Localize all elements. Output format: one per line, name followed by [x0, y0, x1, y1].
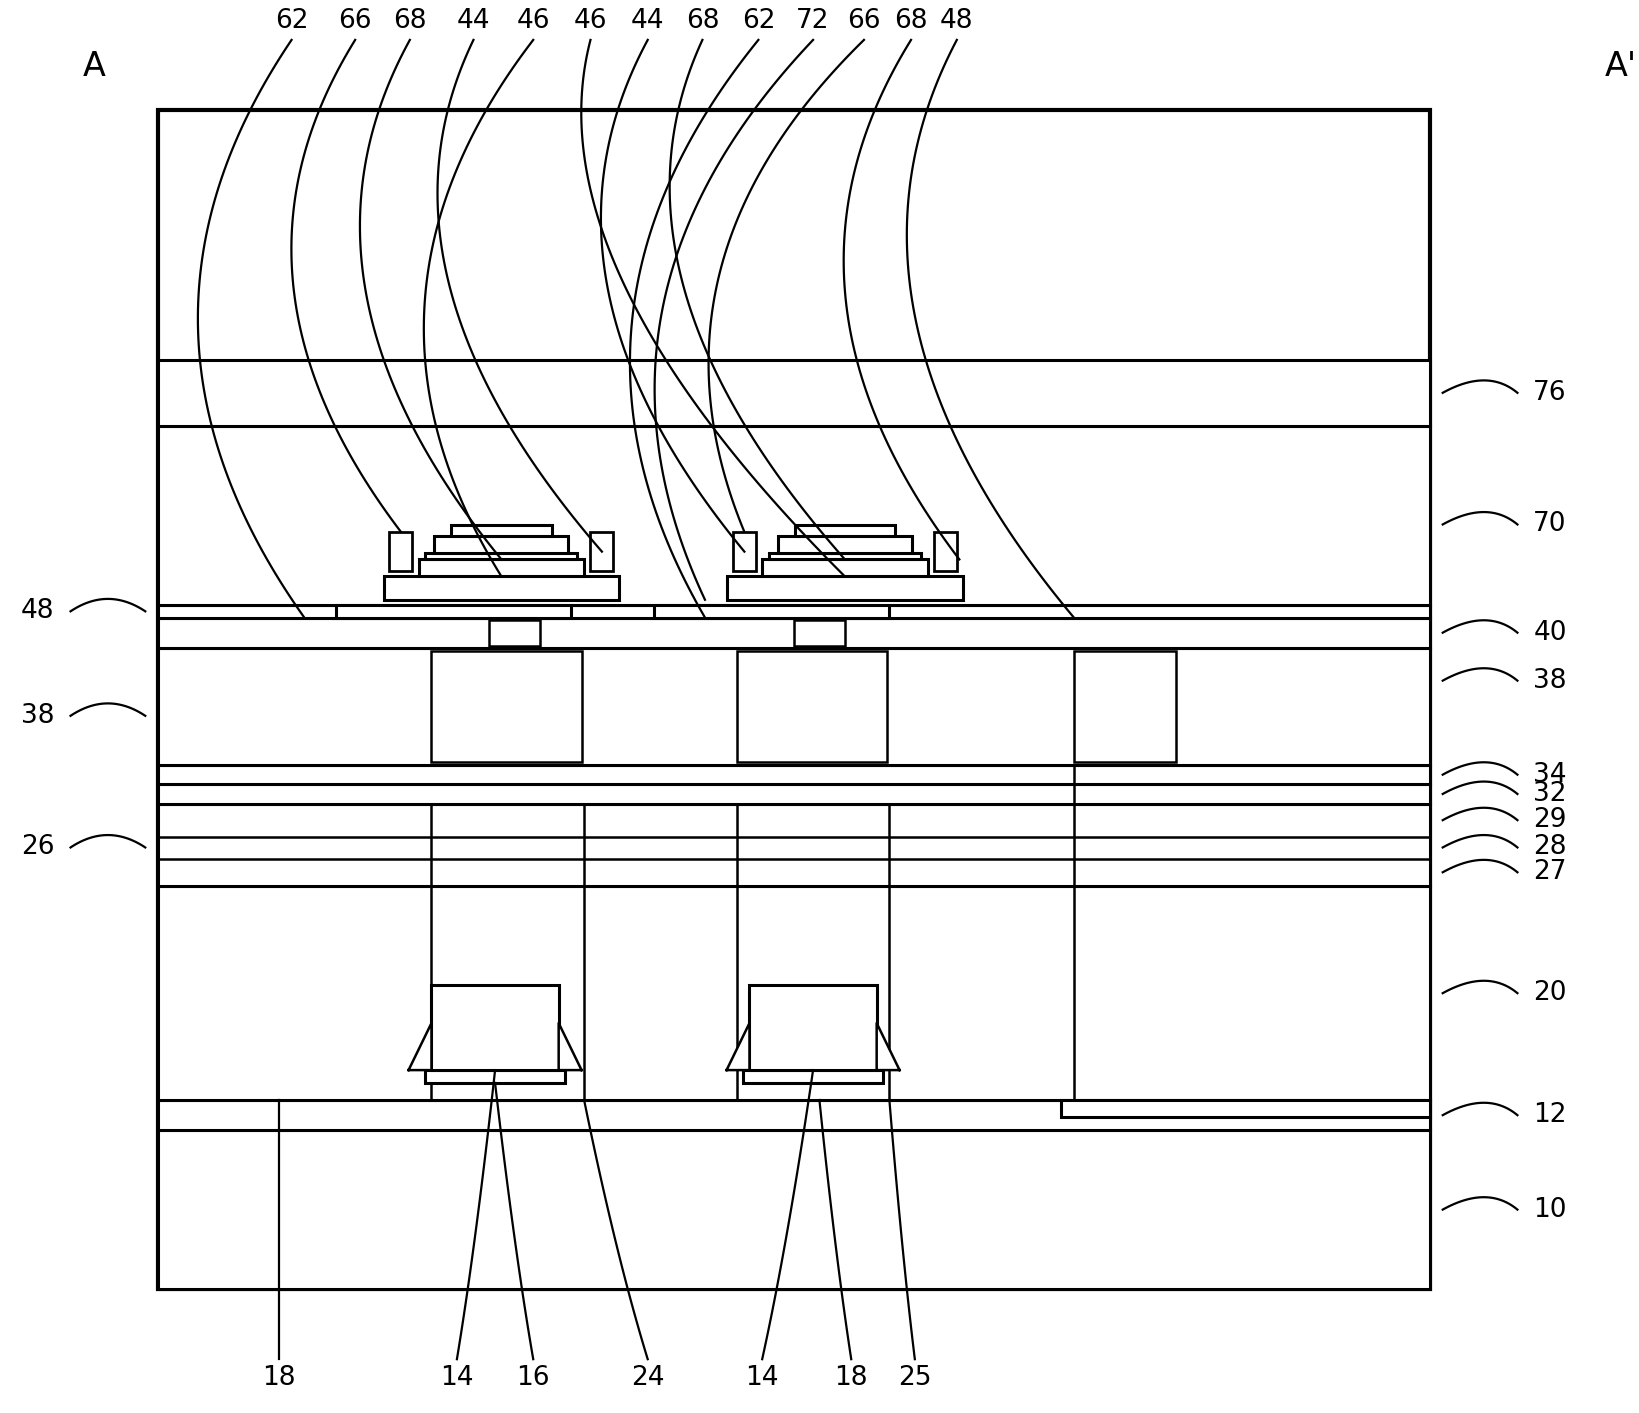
Text: 24: 24	[631, 1365, 664, 1390]
Bar	[157, 804, 1429, 886]
Text: 20: 20	[1534, 981, 1567, 1006]
Bar	[157, 1099, 1429, 1130]
Text: A': A'	[1605, 49, 1637, 82]
Bar	[779, 536, 911, 552]
Bar	[157, 1130, 1429, 1289]
Bar	[431, 985, 559, 1070]
Bar	[795, 526, 895, 536]
Bar	[157, 784, 1429, 804]
Text: 44: 44	[631, 8, 664, 34]
Bar	[749, 985, 877, 1070]
Bar	[1060, 1099, 1429, 1116]
Text: 12: 12	[1534, 1102, 1567, 1128]
Text: 66: 66	[847, 8, 880, 34]
Text: 27: 27	[1534, 859, 1567, 886]
Text: 46: 46	[574, 8, 606, 34]
Text: 38: 38	[21, 702, 54, 729]
Bar	[733, 531, 756, 571]
Bar	[654, 605, 890, 617]
Text: 16: 16	[516, 1365, 551, 1390]
Bar	[157, 110, 1429, 1289]
Text: 38: 38	[1534, 668, 1567, 694]
Bar	[728, 577, 962, 599]
Text: 44: 44	[457, 8, 490, 34]
Text: 68: 68	[895, 8, 928, 34]
Bar	[384, 577, 620, 599]
Text: 68: 68	[685, 8, 720, 34]
Text: 66: 66	[338, 8, 372, 34]
Bar	[157, 360, 1429, 425]
Text: 62: 62	[275, 8, 308, 34]
Polygon shape	[726, 1023, 749, 1070]
Bar	[418, 560, 583, 577]
Text: 76: 76	[1534, 380, 1567, 406]
Bar	[390, 531, 413, 571]
Bar	[762, 560, 928, 577]
Bar	[425, 1070, 565, 1082]
Bar	[793, 620, 844, 646]
Text: 10: 10	[1534, 1197, 1567, 1222]
Bar	[769, 552, 921, 560]
Text: 34: 34	[1534, 762, 1567, 787]
Text: 26: 26	[21, 835, 54, 861]
Bar	[742, 1070, 883, 1082]
Text: 18: 18	[834, 1365, 869, 1390]
Polygon shape	[408, 1023, 431, 1070]
Text: 70: 70	[1534, 512, 1567, 537]
Bar	[434, 536, 569, 552]
Bar	[157, 617, 1429, 647]
Bar	[157, 605, 1429, 617]
Text: 62: 62	[741, 8, 775, 34]
Bar	[1074, 651, 1175, 762]
Text: 68: 68	[393, 8, 426, 34]
Bar	[157, 886, 1429, 1099]
Text: 14: 14	[746, 1365, 779, 1390]
Bar	[157, 425, 1429, 605]
Bar	[738, 651, 887, 762]
Text: 28: 28	[1534, 835, 1567, 861]
Bar	[157, 647, 1429, 764]
Text: 46: 46	[516, 8, 551, 34]
Text: 48: 48	[21, 598, 54, 625]
Text: 48: 48	[941, 8, 974, 34]
Bar	[426, 552, 577, 560]
Text: 40: 40	[1534, 620, 1567, 646]
Text: 29: 29	[1534, 807, 1567, 834]
Bar	[488, 620, 539, 646]
Bar	[336, 605, 572, 617]
Text: 18: 18	[262, 1365, 295, 1390]
Bar	[451, 526, 552, 536]
Polygon shape	[559, 1023, 582, 1070]
Text: 72: 72	[797, 8, 829, 34]
Bar	[431, 651, 582, 762]
Text: 14: 14	[441, 1365, 474, 1390]
Bar	[590, 531, 613, 571]
Bar	[157, 764, 1429, 784]
Bar	[934, 531, 957, 571]
Polygon shape	[877, 1023, 900, 1070]
Text: 32: 32	[1534, 781, 1567, 807]
Text: 25: 25	[898, 1365, 931, 1390]
Text: A: A	[84, 49, 107, 82]
